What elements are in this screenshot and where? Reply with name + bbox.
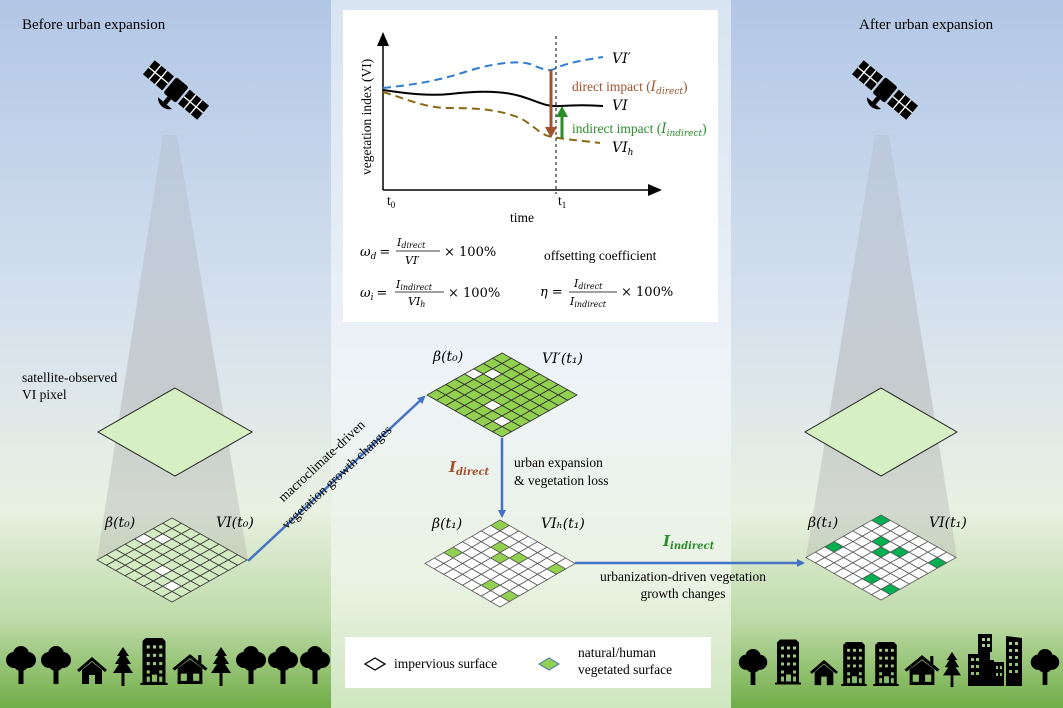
- t0-tick: t0: [387, 193, 396, 210]
- formula-omega-d: ωd = Idirect VI′ × 100%: [360, 236, 496, 267]
- macroclimate-arrow: [247, 395, 426, 562]
- svg-text:VI′: VI′: [405, 254, 420, 267]
- urbanization-label-line1: urbanization-driven vegetation: [600, 569, 766, 584]
- svg-text:Iindirect: Iindirect: [395, 278, 433, 292]
- mid-vi-label: VIₕ(t₁): [541, 516, 585, 532]
- svg-text:Iindirect: Iindirect: [569, 295, 607, 309]
- grid-observed-t1: [805, 514, 957, 601]
- vi-prime-label: VI′: [612, 51, 632, 67]
- t1-tick: t1: [558, 193, 566, 210]
- svg-text:× 100%: × 100%: [448, 286, 500, 301]
- grid-cell: [489, 595, 511, 608]
- legend-vegetated-line2: vegetated surface: [578, 662, 672, 677]
- before-title: Before urban expansion: [22, 17, 166, 33]
- top-beta-label: β(t₀): [432, 349, 463, 365]
- left-vi-label: VI(t₀): [216, 515, 254, 531]
- svg-text:× 100%: × 100%: [444, 245, 496, 260]
- svg-text:ωi=: ωi =: [360, 286, 387, 303]
- legend-impervious: impervious surface: [394, 656, 497, 671]
- grid-cell: [491, 426, 513, 438]
- top-vi-label: VI′(t₁): [542, 351, 583, 367]
- after-title: After urban expansion: [859, 17, 994, 33]
- right-vi-pixel: [804, 387, 958, 477]
- svg-text:η=: η =: [540, 285, 563, 300]
- direct-impact-label: direct impact (Idirect): [572, 79, 688, 97]
- indirect-impact-label: indirect impact (Iindirect): [572, 121, 707, 139]
- svg-text:Idirect: Idirect: [396, 236, 426, 250]
- y-axis-label: vegetation index (VI): [359, 59, 374, 175]
- formula-omega-i: ωi = Iindirect VIh × 100%: [360, 278, 500, 309]
- right-vi-label: VI(t₁): [929, 515, 967, 531]
- svg-text:× 100%: × 100%: [621, 285, 673, 300]
- vi-prime-curve: [382, 56, 604, 89]
- x-axis-label: time: [510, 210, 534, 225]
- left-beta-label: β(t₀): [104, 515, 135, 531]
- impervious-swatch-icon: [363, 657, 387, 671]
- grid-cell: [161, 591, 183, 603]
- vi-label: VI: [612, 98, 628, 114]
- urban-label-line2: & vegetation loss: [514, 473, 609, 488]
- vi-h-curve: [382, 91, 601, 144]
- urban-label-line1: urban expansion: [514, 455, 603, 470]
- pixel-label-line2: VI pixel: [22, 387, 67, 402]
- svg-text:VIh: VIh: [408, 295, 425, 309]
- vegetated-swatch-icon: [538, 657, 560, 671]
- vi-curve: [382, 89, 604, 108]
- mid-beta-label: β(t₁): [431, 516, 462, 532]
- vi-h-label: VIh: [612, 140, 633, 158]
- legend: impervious surface natural/human vegetat…: [345, 637, 711, 688]
- grid-before-t0: [96, 517, 248, 603]
- svg-text:Idirect: Idirect: [573, 277, 603, 291]
- formula-eta: η = Idirect Iindirect × 100%: [540, 277, 673, 309]
- concept-chart-panel: vegetation index (VI) time t0 t1 VI′ VI …: [343, 10, 718, 322]
- left-vi-pixel: [96, 387, 254, 477]
- direct-impact-arrow-label: Idirect: [448, 458, 490, 478]
- indirect-impact-arrow-label: Iindirect: [662, 532, 715, 552]
- legend-vegetated-line1: natural/human: [578, 645, 656, 660]
- grid-cell: [870, 588, 892, 601]
- pixel-label-line1: satellite-observed: [22, 370, 117, 385]
- right-beta-label: β(t₁): [807, 515, 838, 531]
- grid-after-loss-t1: [424, 519, 576, 608]
- grid-counterfactual-t1: [426, 352, 578, 438]
- urbanization-label-line2: growth changes: [640, 586, 725, 601]
- svg-text:ωd=: ωd =: [360, 245, 390, 262]
- offsetting-coefficient-title: offsetting coefficient: [544, 248, 657, 263]
